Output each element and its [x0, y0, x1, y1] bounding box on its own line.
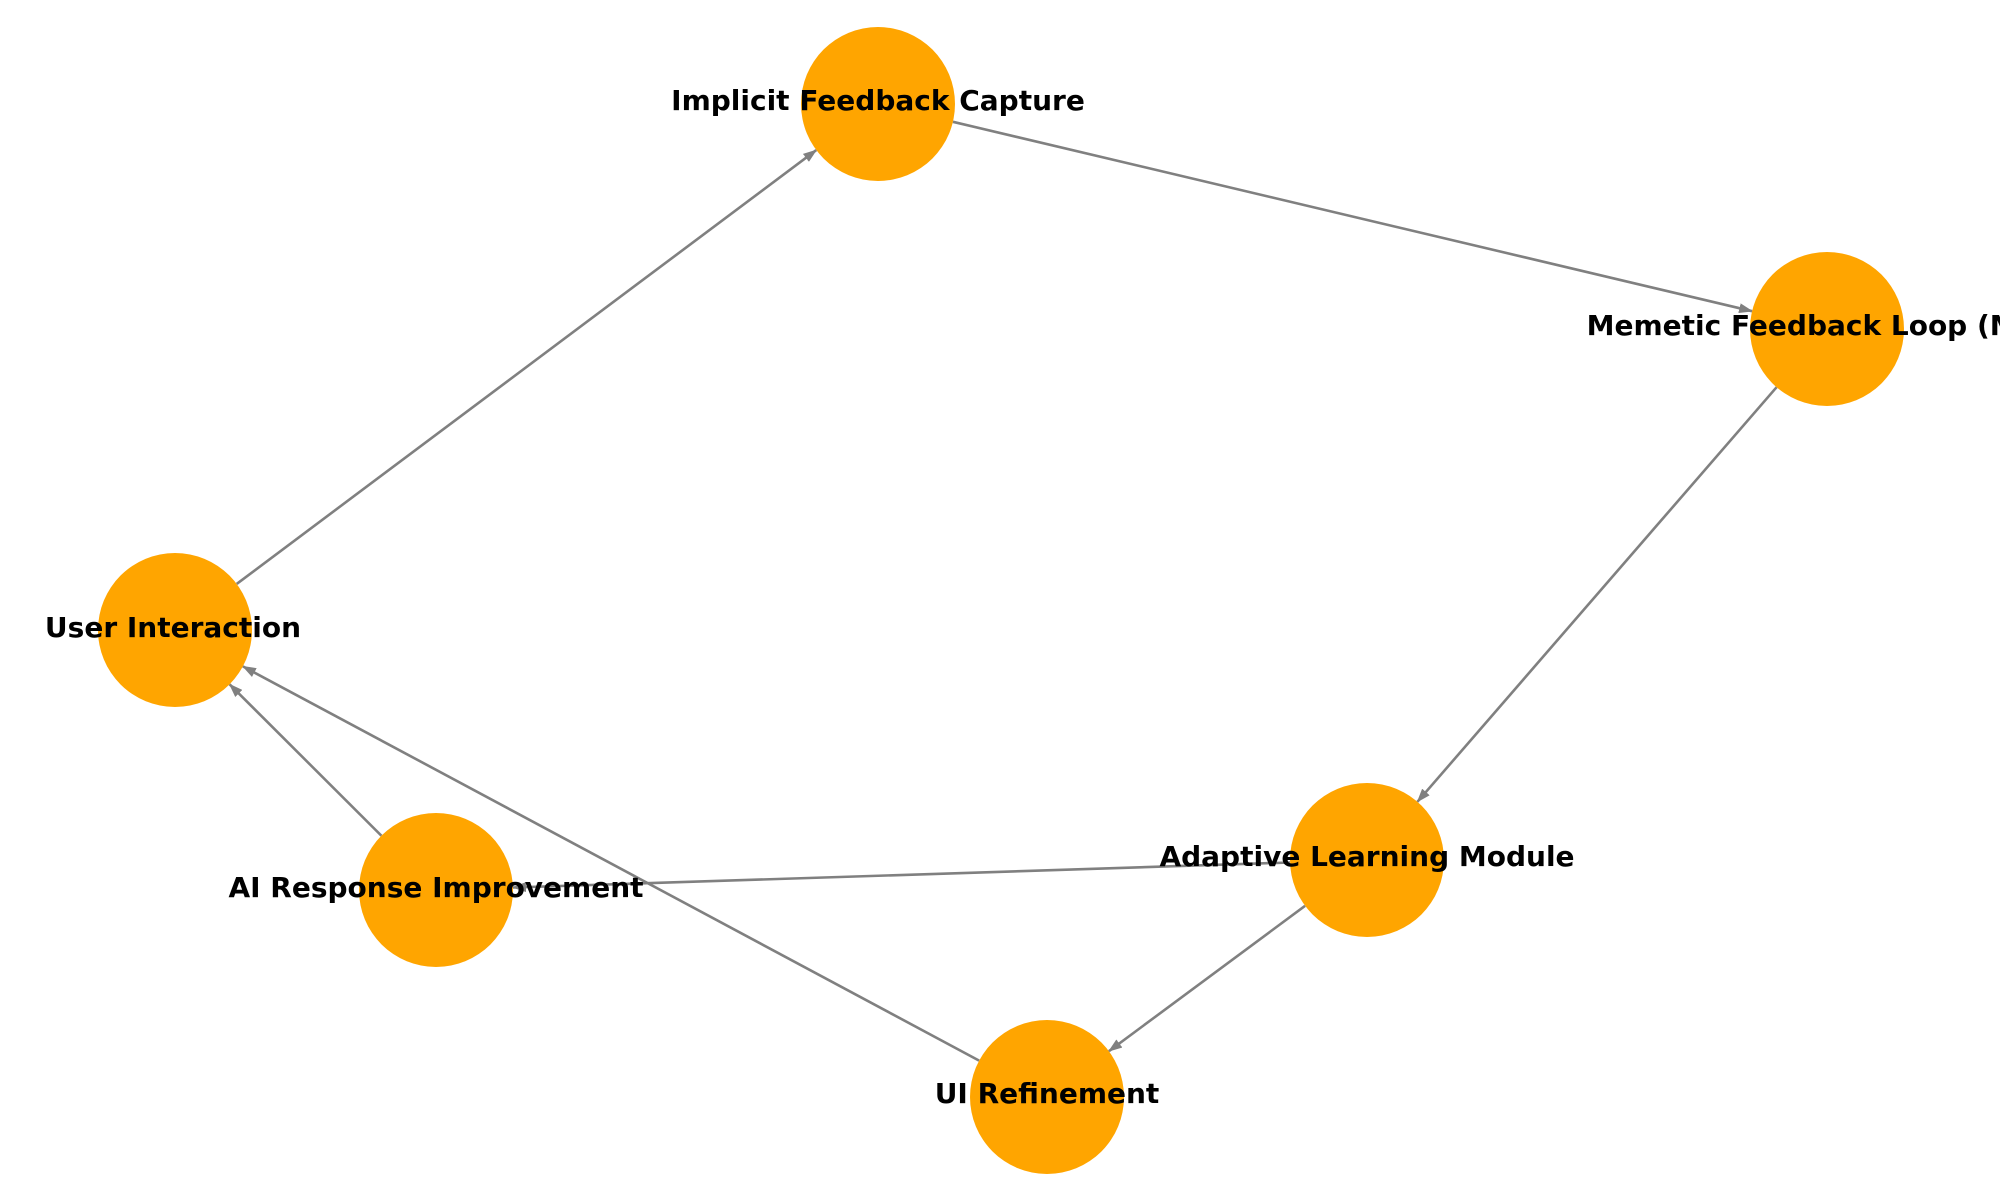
node-label-adaptive: Adaptive Learning Module: [1159, 840, 1574, 873]
node-ui-circle: [970, 1020, 1124, 1174]
edge-user-to-implicit: [235, 149, 818, 585]
edge-implicit-to-memetic: [952, 120, 1754, 314]
node-memetic-circle: [1750, 252, 1904, 406]
node-label-user: User Interaction: [45, 611, 301, 644]
edge-adaptive-to-ai: [512, 861, 1291, 893]
node-user: [98, 553, 252, 707]
nodes-layer: [98, 27, 1904, 1174]
node-implicit-circle: [801, 27, 955, 181]
node-label-implicit: Implicit Feedback Capture: [671, 84, 1085, 117]
edge-ui-to-user: [242, 665, 980, 1062]
node-adaptive-circle: [1290, 783, 1444, 937]
node-ui: [970, 1020, 1124, 1174]
node-user-circle: [98, 553, 252, 707]
node-ai: [359, 813, 513, 967]
edges-layer: [228, 120, 1778, 1062]
node-label-ai: AI Response Improvement: [228, 871, 643, 904]
node-ai-circle: [359, 813, 513, 967]
node-memetic: [1750, 252, 1904, 406]
node-label-ui: UI Refinement: [935, 1077, 1160, 1110]
node-adaptive: [1290, 783, 1444, 937]
edge-adaptive-to-ui: [1108, 904, 1306, 1053]
labels-layer: User Interaction Implicit Feedback Captu…: [45, 84, 2000, 1110]
edge-ai-to-user: [228, 683, 383, 837]
node-implicit: [801, 27, 955, 181]
edge-memetic-to-adaptive: [1416, 386, 1778, 803]
node-label-memetic: Memetic Feedback Loop (MFL): [1587, 309, 2000, 342]
